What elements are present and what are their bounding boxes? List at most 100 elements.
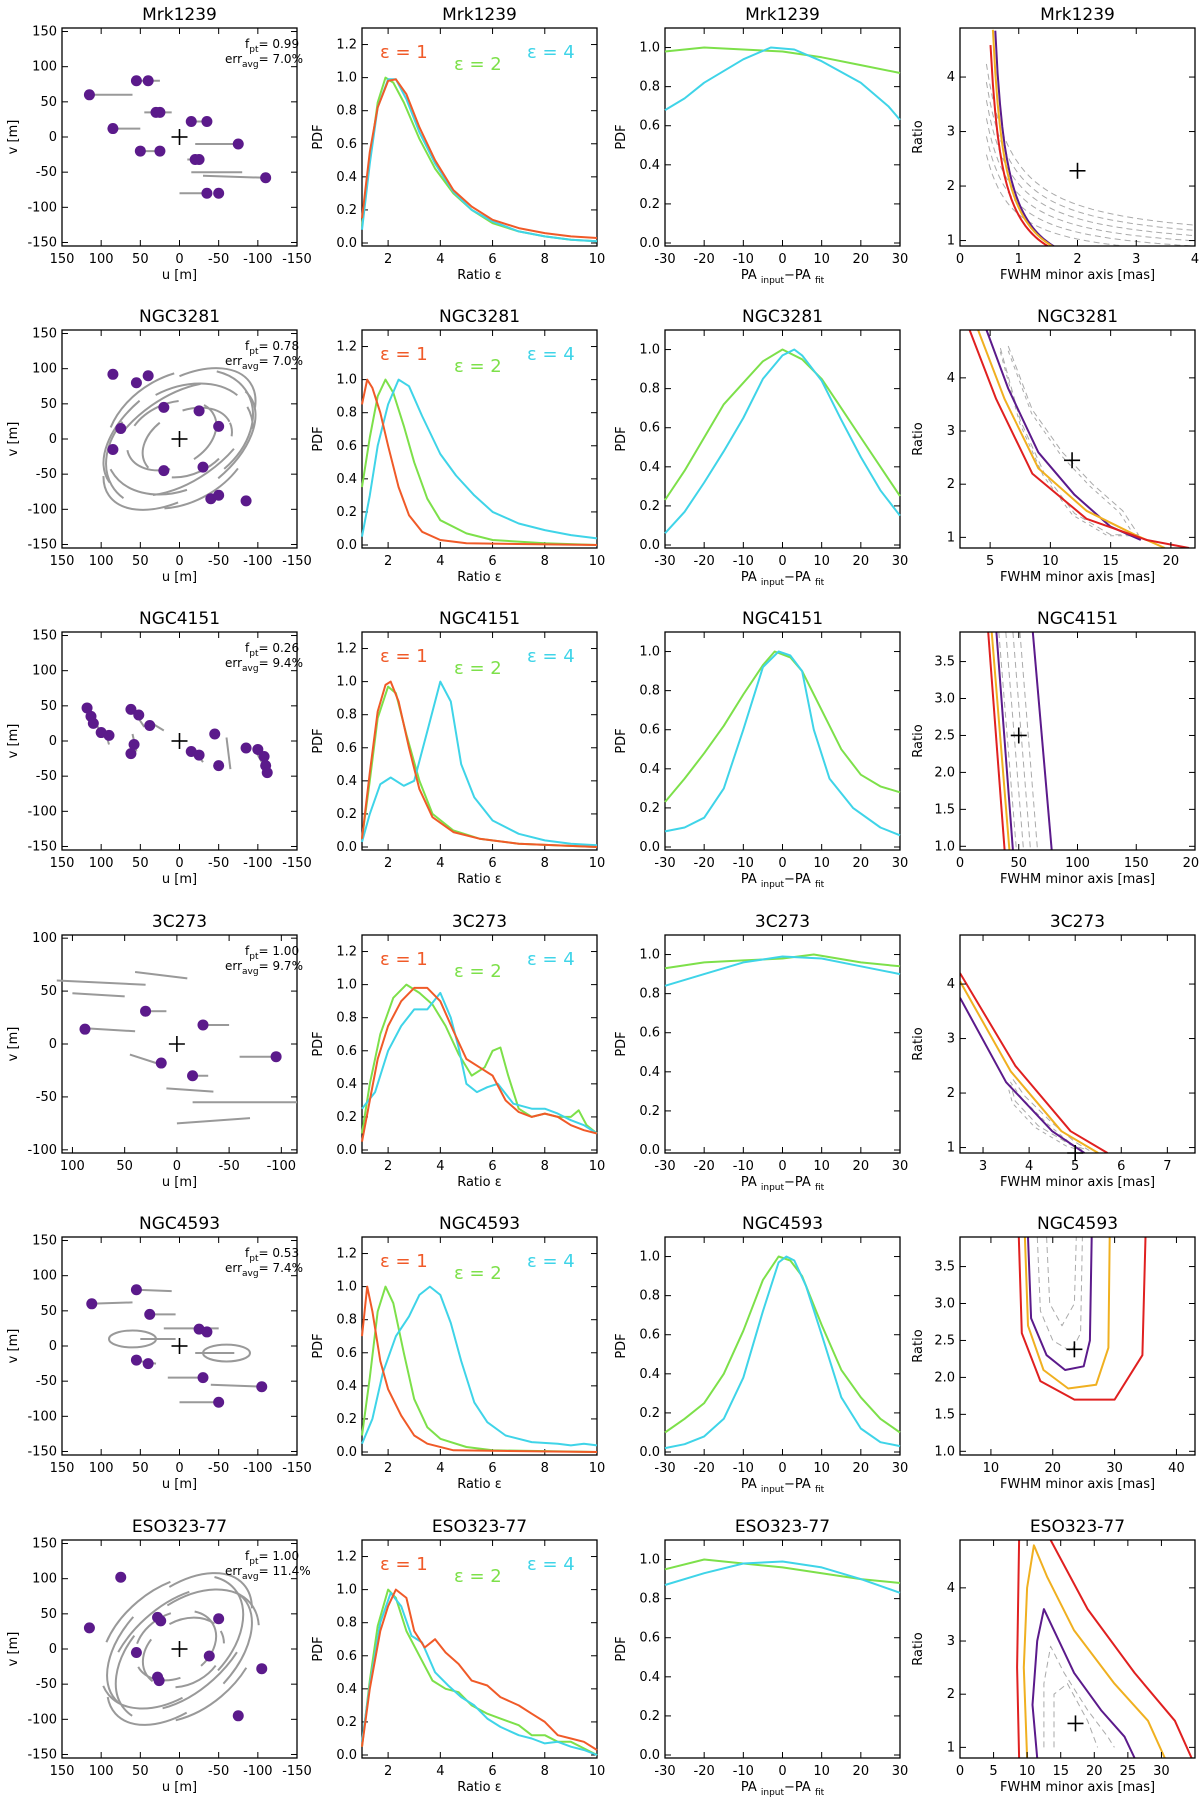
contours xyxy=(987,632,1053,850)
legend-eps1: ε = 1 xyxy=(380,949,428,970)
x-tick-label: 2 xyxy=(384,1461,392,1476)
y-axis-label: Ratio xyxy=(911,422,926,455)
y-tick-label: 1.0 xyxy=(639,343,660,358)
y-tick-label: 0.2 xyxy=(336,807,357,822)
contour-level xyxy=(1031,1608,1136,1758)
pa-sub: fit xyxy=(815,276,825,286)
uv-point xyxy=(197,461,209,473)
uv-track xyxy=(202,174,266,179)
series-eps2 xyxy=(664,953,901,970)
series-eps4 xyxy=(361,378,598,540)
x-tick-label: 25 xyxy=(1120,1764,1137,1779)
y-tick-label: 2.5 xyxy=(934,1333,955,1348)
x-tick-label: -100 xyxy=(267,1159,297,1174)
ratio-pdf-panel: NGC4593 2 4 6 8 10 0.0 0.2 0.4 0.6 0.8 1.0 1.2 Ratio … xyxy=(311,1214,605,1492)
y-tick-label: 0.4 xyxy=(336,1682,357,1697)
y-tick-label: 0.2 xyxy=(639,499,660,514)
contour-level xyxy=(994,30,1056,246)
uv-track xyxy=(56,979,146,986)
contour-dashed xyxy=(985,154,1129,246)
y-axis-label: v [m] xyxy=(6,1632,21,1667)
uv-point xyxy=(232,138,244,150)
y-axis-label: PDF xyxy=(614,1333,629,1358)
y-tick-label: 100 xyxy=(32,664,57,679)
series-eps2 xyxy=(664,348,901,501)
x-tick-label: 50 xyxy=(132,1764,149,1779)
panel-title: Mrk1239 xyxy=(142,5,217,25)
uv-point xyxy=(130,377,142,389)
y-tick-label: 0.6 xyxy=(336,1649,357,1664)
contour-dashed xyxy=(1053,1683,1099,1748)
x-tick-label: -50 xyxy=(208,252,229,267)
y-tick-label: 0.8 xyxy=(639,80,660,95)
x-tick-label: 0 xyxy=(175,252,183,267)
uv-point xyxy=(197,1019,209,1031)
x-tick-label: 8 xyxy=(541,1159,549,1174)
contours xyxy=(960,972,1109,1153)
series-eps1 xyxy=(361,378,598,546)
y-tick-label: -50 xyxy=(36,1374,57,1389)
err-annotation: erravg= 9.4% xyxy=(225,656,303,674)
pa-label: −PA xyxy=(784,1175,815,1190)
y-tick-label: 3 xyxy=(947,1032,955,1047)
uv-point xyxy=(142,75,154,87)
x-tick-label: -50 xyxy=(208,856,229,871)
series-eps4 xyxy=(664,650,901,837)
pa-pdf-panel: NGC4593 -30 -20 -10 0 10 20 30 0.0 0.2 0.4 0.6 0.8 1.… xyxy=(614,1214,908,1495)
y-tick-label: 100 xyxy=(32,1572,57,1587)
y-tick-label: 50 xyxy=(40,984,57,999)
x-tick-label: -10 xyxy=(733,1159,754,1174)
x-axis-label: u [m] xyxy=(162,872,197,887)
y-tick-label: 0.2 xyxy=(336,1110,357,1125)
x-axis-label: PA input−PA fit xyxy=(741,872,825,890)
y-tick-label: -50 xyxy=(36,1090,57,1105)
panel-title: NGC4151 xyxy=(742,609,823,629)
y-tick-label: 0.2 xyxy=(336,1715,357,1730)
err-eq: = 7.4% xyxy=(259,1261,303,1275)
contour-level xyxy=(987,632,1006,850)
series-eps4 xyxy=(664,348,901,534)
uv-point xyxy=(213,187,225,199)
contour-dashed xyxy=(985,63,1195,226)
x-tick-label: 0 xyxy=(956,1764,964,1779)
y-tick-label: 0.8 xyxy=(639,1289,660,1304)
x-tick-label: 5 xyxy=(1071,1159,1079,1174)
panel-frame xyxy=(361,1539,598,1759)
y-tick-label: 0.6 xyxy=(639,1328,660,1343)
fpt-f: f xyxy=(245,1549,250,1563)
pa-label: PA xyxy=(741,268,761,283)
ratio-pdf-panel: NGC4151 2 4 6 8 10 0.0 0.2 0.4 0.6 0.8 1.0 1.2 Ratio … xyxy=(311,609,605,887)
y-axis-label: Ratio xyxy=(911,1632,926,1665)
ratio-pdf-panel: Mrk1239 2 4 6 8 10 0.0 0.2 0.4 0.6 0.8 1.0 1.2 Ratio … xyxy=(311,5,605,283)
contour-level xyxy=(1016,1540,1021,1758)
y-tick-label: 0 xyxy=(49,1339,57,1354)
y-axis-label: v [m] xyxy=(6,724,21,759)
fpt-f: f xyxy=(245,339,250,353)
x-tick-label: -150 xyxy=(282,252,312,267)
uv-track-arc xyxy=(126,399,218,472)
legend-eps1: ε = 1 xyxy=(380,1554,428,1575)
contour-level xyxy=(1049,1540,1193,1758)
x-tick-label: 2 xyxy=(384,856,392,871)
x-tick-label: 0 xyxy=(778,856,786,871)
uv-point xyxy=(232,1710,244,1722)
x-tick-label: 0 xyxy=(778,252,786,267)
x-tick-label: 7 xyxy=(1163,1159,1171,1174)
y-tick-label: 0.2 xyxy=(639,197,660,212)
pa-pdf-panel: ESO323-77 -30 -20 -10 0 10 20 30 0.0 0.2 0.4 0.6 0.8… xyxy=(614,1517,908,1798)
y-tick-label: 50 xyxy=(40,1304,57,1319)
contours xyxy=(968,330,1190,548)
err-label: err xyxy=(225,959,242,973)
x-tick-label: 15 xyxy=(1102,554,1119,569)
contour-level xyxy=(989,45,1050,246)
y-tick-label: -50 xyxy=(36,1677,57,1692)
uv-point xyxy=(142,1358,154,1370)
y-tick-label: 0.0 xyxy=(336,236,357,251)
y-tick-label: 1.0 xyxy=(639,1250,660,1265)
y-tick-label: 2.5 xyxy=(934,728,955,743)
y-tick-label: 0.4 xyxy=(336,472,357,487)
y-tick-label: 50 xyxy=(40,1607,57,1622)
